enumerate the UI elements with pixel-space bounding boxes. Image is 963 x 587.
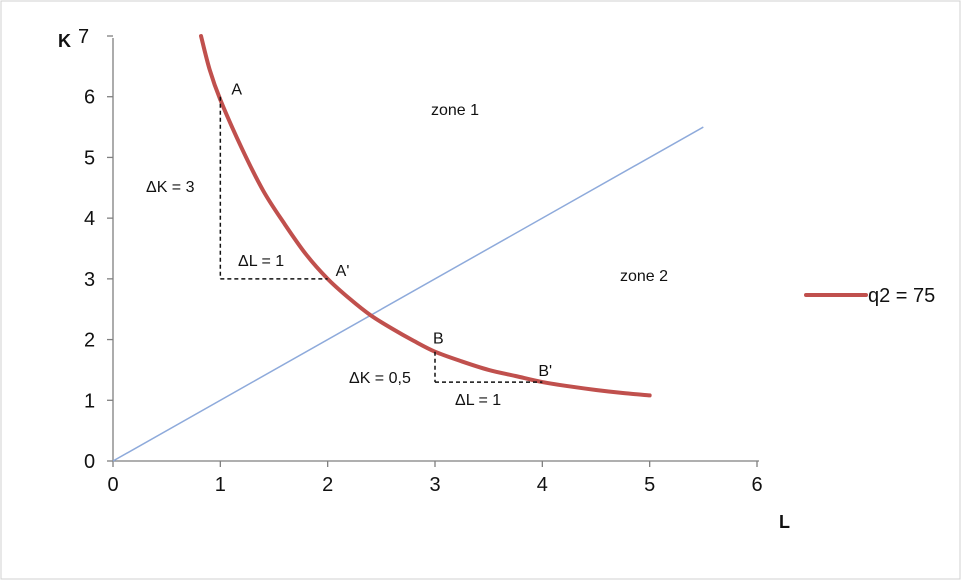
y-tick-label: 4 xyxy=(84,208,95,230)
delta-k-a-label: ΔK = 3 xyxy=(146,179,195,196)
x-tick-label: 4 xyxy=(537,474,548,496)
x-tick-label: 0 xyxy=(107,474,118,496)
y-axis-title: K xyxy=(58,31,71,51)
y-tick-label: 2 xyxy=(84,330,95,352)
x-tick-label: 5 xyxy=(644,474,655,496)
tick-marks xyxy=(107,35,758,467)
delta-l-b-label: ΔL = 1 xyxy=(455,392,501,409)
zone-1-label: zone 1 xyxy=(431,102,479,119)
y-tick-label: 5 xyxy=(84,147,95,169)
point-label-b: B xyxy=(433,331,444,348)
y-tick-label: 0 xyxy=(84,451,95,473)
x-tick-label: 3 xyxy=(429,474,440,496)
x-tick-label: 1 xyxy=(215,474,226,496)
legend-label: q2 = 75 xyxy=(868,285,935,307)
y-tick-label: 7 xyxy=(78,26,89,48)
ray-line xyxy=(112,126,704,462)
y-tick-label: 6 xyxy=(84,87,95,109)
point-label-b-prime: B' xyxy=(538,363,552,380)
y-tick-label: 3 xyxy=(84,269,95,291)
x-tick-label: 6 xyxy=(751,474,762,496)
x-tick-label: 2 xyxy=(322,474,333,496)
delta-l-a-label: ΔL = 1 xyxy=(238,253,284,270)
isoquant-line xyxy=(199,34,652,398)
slope-dashes xyxy=(219,96,543,383)
delta-k-b-label: ΔK = 0,5 xyxy=(349,370,411,387)
y-tick-label: 1 xyxy=(84,390,95,412)
x-axis-title: L xyxy=(779,512,790,532)
tick-labels: 0 1 2 3 4 5 6 0 1 2 3 4 5 6 7 xyxy=(78,26,763,496)
point-label-a: A xyxy=(231,82,242,99)
point-label-a-prime: A' xyxy=(336,263,350,280)
zone-2-label: zone 2 xyxy=(620,268,668,285)
